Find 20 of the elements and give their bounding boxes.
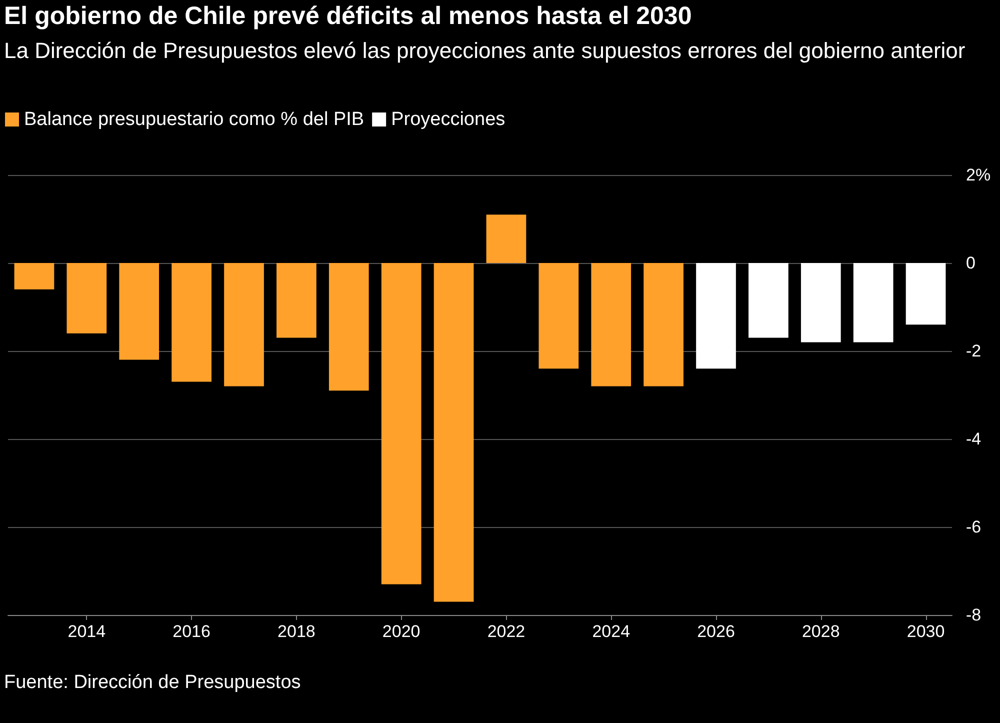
x-tick-label: 2026 [697, 622, 735, 641]
chart-title: El gobierno de Chile prevé déficits al menos hasta el 2030 [4, 2, 692, 31]
y-tick-label: -4 [966, 430, 982, 448]
x-tick-label: 2024 [592, 622, 630, 641]
x-tick-label: 2030 [906, 622, 945, 641]
y-tick-label: -6 [966, 518, 982, 536]
chart-subtitle: La Dirección de Presupuestos elevó las proyecciones ante supuestos errores del gobierno anterior [4, 37, 966, 65]
x-tick-label: 2014 [68, 622, 106, 641]
x-tick-label: 2028 [802, 622, 840, 641]
legend-label: Balance presupuestario como % del PIB [24, 109, 364, 130]
source-note: Fuente: Dirección de Presupuestos [4, 672, 301, 694]
y-tick-label: -8 [966, 606, 982, 624]
legend-label: Proyecciones [391, 109, 506, 130]
y-tick-label: 2% [966, 166, 991, 184]
y-tick-label: 0 [966, 254, 976, 272]
x-tick-label: 2016 [172, 622, 210, 641]
y-tick-label: -2 [966, 342, 982, 360]
x-tick-label: 2020 [382, 622, 420, 641]
x-tick-label: 2018 [278, 622, 316, 641]
x-tick-label: 2022 [487, 622, 526, 641]
